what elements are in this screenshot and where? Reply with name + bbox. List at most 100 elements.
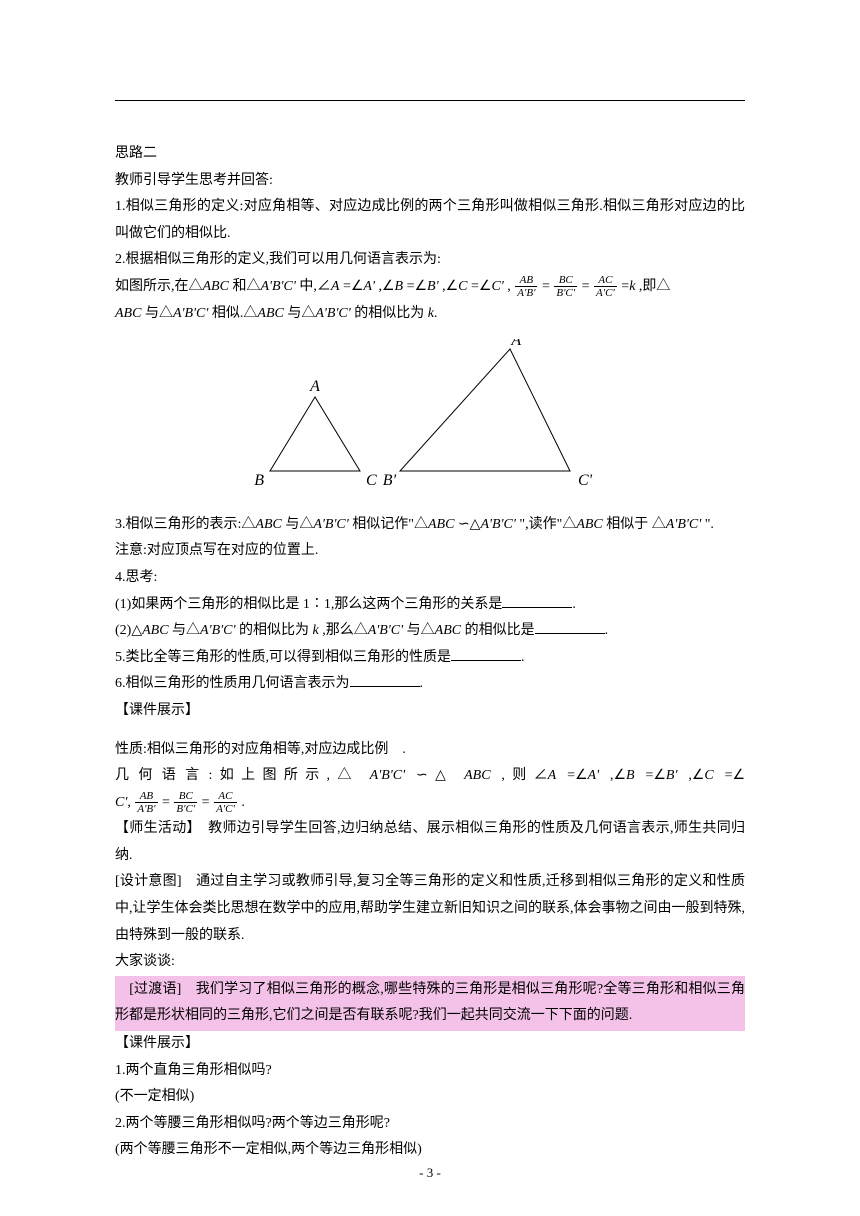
t: 相似.△ [212, 306, 258, 321]
t: . [605, 623, 609, 638]
m: A'B'C' [315, 306, 350, 321]
property: 性质:相似三角形的对应角相等,对应边成比例 . [115, 737, 745, 764]
t: . [420, 676, 424, 691]
t: =∠ [725, 768, 745, 783]
design: [设计意图] 通过自主学习或教师引导,复习全等三角形的定义和性质,迁移到相似三角… [115, 869, 745, 949]
t: =∠ [343, 279, 363, 294]
m: C' [115, 795, 127, 810]
m: A'B'C' [313, 517, 348, 532]
page-number: - 3 - [0, 1161, 860, 1186]
blank-field[interactable] [535, 620, 605, 634]
q2: 2.两个等腰三角形相似吗?两个等边三角形呢? [115, 1111, 745, 1138]
m: ABC [428, 517, 454, 532]
t: =∠ [567, 768, 587, 783]
m: ABC [576, 517, 602, 532]
triangles-svg: A B C A' B' C' [250, 339, 610, 489]
t: :如上图所示,△ [208, 768, 358, 783]
svg-text:B: B [254, 472, 264, 489]
m: A'B'C' [260, 279, 295, 294]
svg-text:A': A' [510, 339, 525, 349]
heading-path2: 思路二 [115, 141, 745, 168]
t: ,即△ [639, 279, 671, 294]
t: =∠ [407, 279, 427, 294]
t: 【师生活动】 [115, 821, 194, 836]
t: . [521, 650, 525, 665]
t: 与△ [407, 623, 435, 638]
frac: ACA'C' [214, 790, 237, 815]
talk: 大家谈谈: [115, 949, 745, 976]
m: B' [427, 279, 439, 294]
t: 如图所示,在△ [115, 279, 203, 294]
m: B [626, 768, 635, 783]
activity: 【师生活动】 教师边引导学生回答,边归纳总结、展示相似三角形的性质及几何语言表示… [115, 816, 745, 869]
m: A [548, 768, 557, 783]
t: 和△ [232, 279, 260, 294]
t: 与△ [172, 623, 200, 638]
t: = [621, 279, 629, 294]
svg-text:A: A [309, 378, 320, 395]
m: k [312, 623, 318, 638]
transition-highlight: [过渡语] 我们学习了相似三角形的概念,哪些特殊的三角形是相似三角形呢?全等三角… [115, 976, 745, 1031]
t: 的相似比是 [465, 623, 535, 638]
m: A'B'C' [200, 623, 235, 638]
triangle-diagram: A B C A' B' C' [115, 339, 745, 500]
eq: = [582, 279, 590, 294]
eq: = [202, 795, 210, 810]
frac: BCB'C' [174, 790, 197, 815]
t: (1)如果两个三角形的相似比是 1∶1,那么这两个三角形的关系是 [115, 597, 502, 612]
t: =∠ [471, 279, 491, 294]
t: 与△ [285, 517, 313, 532]
m: A [331, 279, 340, 294]
t: 相似记作"△ [352, 517, 428, 532]
transition-text: [过渡语] 我们学习了相似三角形的概念,哪些特殊的三角形是相似三角形呢?全等三角… [115, 977, 745, 1030]
note: 注意:对应顶点写在对应的位置上. [115, 538, 745, 565]
teacher-intro: 教师引导学生思考并回答: [115, 168, 745, 195]
sec2-line1: 如图所示,在△ABC 和△A'B'C' 中,∠A =∠A' ,∠B =∠B' ,… [115, 274, 745, 301]
t: 的相似比为 [354, 306, 424, 321]
t: ",读作"△ [519, 517, 576, 532]
blank-field[interactable] [502, 594, 572, 608]
t: ,∠ [610, 768, 626, 783]
t: 教师边引导学生回答,边归纳总结、展示相似三角形的性质及几何语言表示,师生共同归纳… [115, 821, 745, 863]
t: ∽△ [416, 768, 453, 783]
sec4-q1: (1)如果两个三角形的相似比是 1∶1,那么这两个三角形的关系是. [115, 592, 745, 619]
t: ∽△ [458, 517, 481, 532]
sec3: 3.相似三角形的表示:△ABC 与△A'B'C' 相似记作"△ABC ∽△A'B… [115, 512, 745, 539]
sec4-q2: (2)△ABC 与△A'B'C' 的相似比为 k ,那么△A'B'C' 与△AB… [115, 618, 745, 645]
geom-line1: 几何语言:如上图所示,△ A'B'C' ∽△ ABC ,则∠A =∠A' ,∠B… [115, 763, 745, 790]
t: 6.相似三角形的性质用几何语言表示为 [115, 676, 350, 691]
a2: (两个等腰三角形不一定相似,两个等边三角形相似) [115, 1137, 745, 1164]
t: 的相似比为 [239, 623, 309, 638]
svg-text:C: C [366, 472, 377, 489]
t: ,∠ [442, 279, 458, 294]
t: ,∠ [688, 768, 704, 783]
frac: ABA'B' [135, 790, 157, 815]
m: ABC [464, 768, 490, 783]
t: , [127, 795, 131, 810]
sec2-line2: ABC 与△A'B'C' 相似.△ABC 与△A'B'C' 的相似比为 k. [115, 301, 745, 328]
t: 通过自主学习或教师引导,复习全等三角形的定义和性质,迁移到相似三角形的定义和性质… [115, 874, 745, 942]
m: ABC [257, 306, 283, 321]
m: ABC [142, 623, 168, 638]
t: 与△ [287, 306, 315, 321]
courseware-2: 【课件展示】 [115, 1031, 745, 1058]
m: ABC [435, 623, 461, 638]
svg-text:C': C' [578, 472, 593, 489]
t: . [241, 795, 245, 810]
m: A'B'C' [173, 306, 208, 321]
sec2-intro: 2.根据相似三角形的定义,我们可以用几何语言表示为: [115, 247, 745, 274]
blank-field[interactable] [451, 647, 521, 661]
eq: = [542, 279, 550, 294]
t: , [507, 279, 511, 294]
t: 与△ [145, 306, 173, 321]
m: k [629, 279, 635, 294]
t: (2)△ [115, 623, 142, 638]
courseware-1: 【课件展示】 [115, 698, 745, 725]
t: [过渡语] [115, 982, 181, 997]
t: =∠ [645, 768, 665, 783]
t: 5.类比全等三角形的性质,可以得到相似三角形的性质是 [115, 650, 451, 665]
m: B' [666, 768, 678, 783]
blank-field[interactable] [350, 673, 420, 687]
m: A'B'C' [370, 768, 405, 783]
a1: (不一定相似) [115, 1084, 745, 1111]
